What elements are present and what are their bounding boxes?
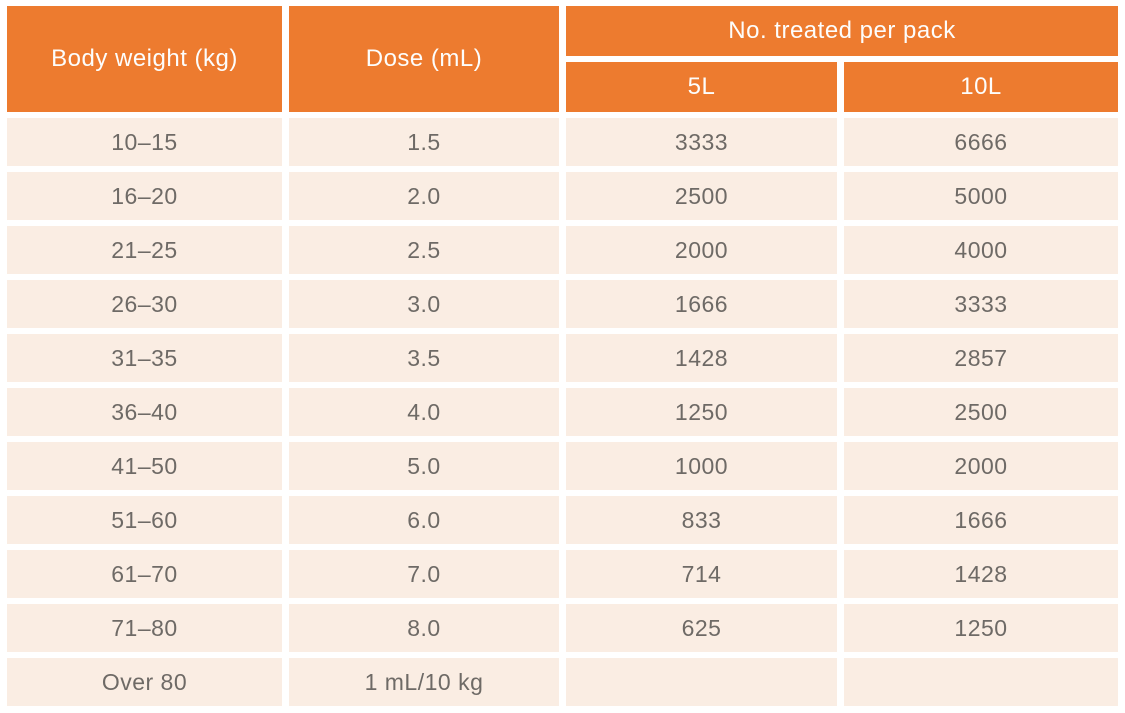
pack5-cell: 1428 <box>566 334 837 382</box>
pack5-cell: 1000 <box>566 442 837 490</box>
dose-cell: 7.0 <box>289 550 559 598</box>
pack10-cell: 3333 <box>844 280 1119 328</box>
table-row: 21–25 2.5 2000 4000 <box>7 226 1119 274</box>
pack10-cell: 2857 <box>844 334 1119 382</box>
table-row: 61–70 7.0 714 1428 <box>7 550 1119 598</box>
pack5-cell: 714 <box>566 550 837 598</box>
table-row: 10–15 1.5 3333 6666 <box>7 118 1119 166</box>
table-row: 71–80 8.0 625 1250 <box>7 604 1119 652</box>
dose-cell: 1.5 <box>289 118 559 166</box>
pack5-cell: 1666 <box>566 280 837 328</box>
header-treated-per-pack: No. treated per pack <box>566 6 1119 56</box>
pack10-cell: 6666 <box>844 118 1119 166</box>
table-row: 26–30 3.0 1666 3333 <box>7 280 1119 328</box>
pack10-cell: 4000 <box>844 226 1119 274</box>
header-pack-10l: 10L <box>844 62 1119 112</box>
pack5-cell: 625 <box>566 604 837 652</box>
weight-cell: Over 80 <box>7 658 282 706</box>
weight-cell: 51–60 <box>7 496 282 544</box>
table-row: 16–20 2.0 2500 5000 <box>7 172 1119 220</box>
pack5-cell: 1250 <box>566 388 837 436</box>
dose-cell: 3.5 <box>289 334 559 382</box>
table-row: 51–60 6.0 833 1666 <box>7 496 1119 544</box>
dose-cell: 5.0 <box>289 442 559 490</box>
weight-cell: 41–50 <box>7 442 282 490</box>
dose-cell: 2.5 <box>289 226 559 274</box>
weight-cell: 31–35 <box>7 334 282 382</box>
pack10-cell: 1666 <box>844 496 1119 544</box>
pack5-cell: 3333 <box>566 118 837 166</box>
header-dose: Dose (mL) <box>289 6 559 112</box>
pack10-cell: 2000 <box>844 442 1119 490</box>
pack10-cell: 1250 <box>844 604 1119 652</box>
pack5-cell: 833 <box>566 496 837 544</box>
weight-cell: 71–80 <box>7 604 282 652</box>
weight-cell: 21–25 <box>7 226 282 274</box>
pack5-cell: 2000 <box>566 226 837 274</box>
dose-cell: 8.0 <box>289 604 559 652</box>
table-row: 41–50 5.0 1000 2000 <box>7 442 1119 490</box>
dose-cell: 2.0 <box>289 172 559 220</box>
weight-cell: 61–70 <box>7 550 282 598</box>
pack5-cell <box>566 658 837 706</box>
weight-cell: 36–40 <box>7 388 282 436</box>
table-row: 36–40 4.0 1250 2500 <box>7 388 1119 436</box>
weight-cell: 16–20 <box>7 172 282 220</box>
dose-cell: 1 mL/10 kg <box>289 658 559 706</box>
dose-cell: 4.0 <box>289 388 559 436</box>
pack10-cell: 2500 <box>844 388 1119 436</box>
weight-cell: 10–15 <box>7 118 282 166</box>
weight-cell: 26–30 <box>7 280 282 328</box>
pack5-cell: 2500 <box>566 172 837 220</box>
pack10-cell: 5000 <box>844 172 1119 220</box>
dose-cell: 6.0 <box>289 496 559 544</box>
pack10-cell: 1428 <box>844 550 1119 598</box>
header-pack-5l: 5L <box>566 62 837 112</box>
table-row: 31–35 3.5 1428 2857 <box>7 334 1119 382</box>
header-body-weight: Body weight (kg) <box>7 6 282 112</box>
table-row: Over 80 1 mL/10 kg <box>7 658 1119 706</box>
pack10-cell <box>844 658 1119 706</box>
dose-cell: 3.0 <box>289 280 559 328</box>
